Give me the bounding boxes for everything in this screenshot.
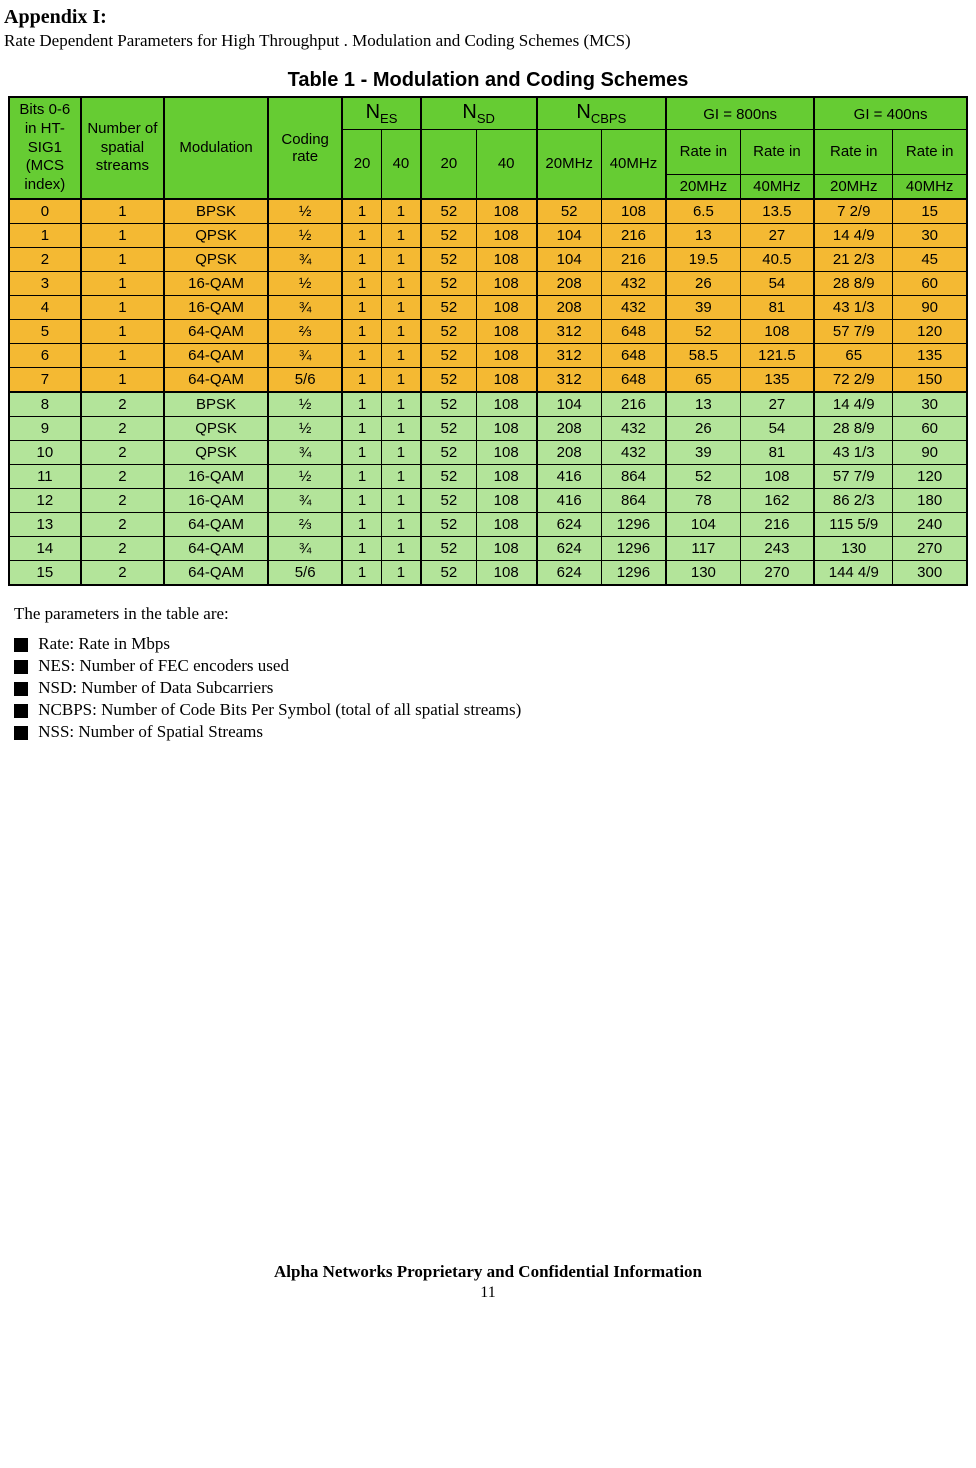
footer-text: Alpha Networks Proprietary and Confident… bbox=[0, 1262, 976, 1282]
bullet-square-icon bbox=[14, 682, 28, 696]
appendix-heading: Appendix I: bbox=[4, 6, 972, 29]
table-title: Table 1 - Modulation and Coding Schemes bbox=[4, 69, 972, 92]
table-row: 11216-QAM½11521084168645210857 7/9120 bbox=[9, 464, 967, 488]
params-intro: The parameters in the table are: bbox=[14, 604, 972, 624]
table-row: 7164-QAM5/611521083126486513572 2/9150 bbox=[9, 367, 967, 392]
table-row: 3116-QAM½1152108208432265428 8/960 bbox=[9, 271, 967, 295]
table-row: 12216-QAM¾11521084168647816286 2/3180 bbox=[9, 488, 967, 512]
page-number: 11 bbox=[0, 1284, 976, 1312]
table-row: 13264-QAM⅔11521086241296104216115 5/9240 bbox=[9, 512, 967, 536]
params-list: Rate: Rate in Mbps NES: Number of FEC en… bbox=[14, 634, 972, 742]
table-row: 21QPSK¾115210810421619.540.521 2/345 bbox=[9, 247, 967, 271]
mcs-table: Bits 0-6 in HT-SIG1 (MCS index)Number of… bbox=[8, 96, 968, 586]
table-row: 14264-QAM¾11521086241296117243130270 bbox=[9, 536, 967, 560]
param-item: Rate: Rate in Mbps bbox=[14, 634, 972, 654]
table-row: 6164-QAM¾115210831264858.5121.565135 bbox=[9, 343, 967, 367]
table-row: 15264-QAM5/611521086241296130270144 4/93… bbox=[9, 560, 967, 585]
table-row: 01BPSK½1152108521086.513.57 2/915 bbox=[9, 199, 967, 224]
appendix-subheading: Rate Dependent Parameters for High Throu… bbox=[4, 31, 972, 51]
bullet-square-icon bbox=[14, 704, 28, 718]
bullet-square-icon bbox=[14, 660, 28, 674]
bullet-square-icon bbox=[14, 726, 28, 740]
table-row: 92QPSK½1152108208432265428 8/960 bbox=[9, 416, 967, 440]
table-row: 5164-QAM⅔11521083126485210857 7/9120 bbox=[9, 319, 967, 343]
bullet-square-icon bbox=[14, 638, 28, 652]
table-row: 102QPSK¾1152108208432398143 1/390 bbox=[9, 440, 967, 464]
table-row: 4116-QAM¾1152108208432398143 1/390 bbox=[9, 295, 967, 319]
param-item: NSD: Number of Data Subcarriers bbox=[14, 678, 972, 698]
param-item: NSS: Number of Spatial Streams bbox=[14, 722, 972, 742]
table-row: 82BPSK½1152108104216132714 4/930 bbox=[9, 392, 967, 417]
param-item: NCBPS: Number of Code Bits Per Symbol (t… bbox=[14, 700, 972, 720]
param-item: NES: Number of FEC encoders used bbox=[14, 656, 972, 676]
table-row: 11QPSK½1152108104216132714 4/930 bbox=[9, 223, 967, 247]
